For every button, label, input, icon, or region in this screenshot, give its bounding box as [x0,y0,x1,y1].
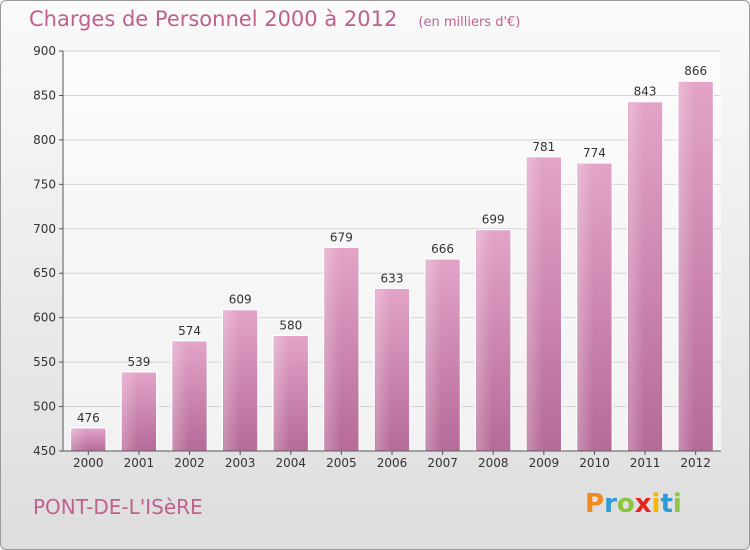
chart-title: Charges de Personnel 2000 à 2012 [29,7,398,31]
x-tick-label-2001: 2001 [124,456,155,470]
bar-highlight [678,82,695,450]
x-tick-label-2002: 2002 [174,456,205,470]
logo-letter: P [585,489,605,519]
y-tick-label: 750 [33,177,56,191]
bar-highlight [324,248,341,450]
data-label-2010: 774 [583,146,606,160]
y-tick-label: 650 [33,266,56,280]
bar-highlight [425,260,442,450]
y-tick-label: 500 [33,400,56,414]
data-label-2008: 699 [482,213,505,227]
logo-letter: x [634,489,652,519]
x-tick-label-2007: 2007 [427,456,458,470]
data-label-2003: 609 [229,293,252,307]
logo-letter: i [672,489,682,519]
x-tick-label-2008: 2008 [478,456,509,470]
bar-highlight [577,164,594,450]
bar-highlight [71,428,88,450]
x-tick-label-2000: 2000 [73,456,104,470]
data-label-2011: 843 [634,85,657,99]
logo-letter: i [651,489,661,519]
bar-highlight [628,102,645,451]
axes: 450 500 550 600 650 700 750 800 850 900 2000 2001 20… [33,44,721,470]
x-tick-label-2012: 2012 [680,456,711,470]
y-tick-label: 850 [33,88,56,102]
data-label-2006: 633 [381,271,404,285]
bar-highlight [223,310,240,450]
bars [69,80,715,452]
title-row: Charges de Personnel 2000 à 2012 (en mil… [29,7,520,31]
y-tick-label: 600 [33,311,56,325]
x-tick-label-2011: 2011 [630,456,661,470]
y-tick-label: 800 [33,133,56,147]
logo-letter: o [616,489,635,519]
x-tick-label-2010: 2010 [579,456,610,470]
logo-letter: t [660,489,673,519]
data-label-2000: 476 [77,411,100,425]
x-tick-label-2003: 2003 [225,456,256,470]
commune-name: PONT-DE-L'ISèRE [33,495,203,519]
bar-highlight [172,341,189,450]
bar-highlight [122,372,139,450]
bar-highlight [476,230,493,450]
y-tick-label: 450 [33,444,56,458]
bar-highlight [274,336,290,450]
y-tick-label: 550 [33,355,56,369]
bar-highlight [527,157,544,450]
logo-letter: r [604,489,617,519]
proxiti-logo[interactable]: Proxiti [585,489,682,519]
x-tick-label-2005: 2005 [326,456,357,470]
data-label-2004: 580 [279,318,302,332]
x-tick-label-2006: 2006 [377,456,408,470]
data-label-2001: 539 [127,355,150,369]
x-tick-label-2004: 2004 [275,456,306,470]
data-label-2012: 866 [684,64,707,78]
data-label-2009: 781 [532,140,555,154]
data-label-2007: 666 [431,242,454,256]
x-tick-label-2009: 2009 [529,456,560,470]
y-tick-label: 700 [33,222,56,236]
data-labels: 476 539 574 609 580 679 633 666 699 781 774 843 866 [77,64,707,425]
data-label-2002: 574 [178,324,201,338]
bar-highlight [375,289,392,450]
y-tick-label: 900 [33,44,56,58]
data-label-2005: 679 [330,230,353,244]
chart-subtitle: (en milliers d'€) [418,15,521,30]
